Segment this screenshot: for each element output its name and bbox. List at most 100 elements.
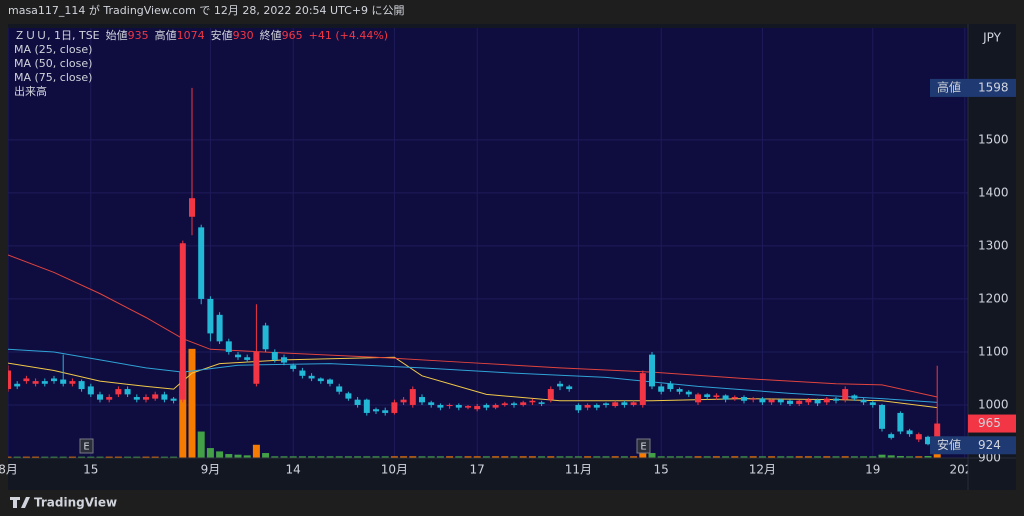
volume-bar (703, 456, 711, 458)
volume-bar (418, 456, 426, 458)
earnings-label: E (83, 442, 89, 453)
volume-bar (712, 456, 720, 458)
candle-body (455, 404, 462, 408)
candle-body (925, 436, 931, 445)
currency: JPY (982, 31, 1002, 45)
volume-bar (676, 456, 684, 458)
volume-bar (133, 456, 141, 458)
candle-body (603, 403, 609, 405)
volume-bar (308, 456, 316, 458)
candle-body (667, 383, 674, 390)
volume-bar (50, 456, 58, 458)
price-tag-box (968, 414, 1016, 433)
candle-body (869, 402, 876, 405)
x-tick-label: 15 (83, 463, 98, 477)
price-tag: 965 (978, 416, 1001, 430)
candle-body (704, 394, 711, 398)
volume-bar (446, 456, 454, 458)
x-tick-label: 12月 (749, 463, 776, 477)
volume-bar (344, 456, 352, 458)
published: masa117_114 が TradingView.com で 12月 28, … (8, 3, 405, 17)
volume-bar (501, 456, 509, 458)
volume-bar (188, 348, 196, 458)
candle-body (796, 400, 803, 404)
x-tick-label: 17 (470, 463, 485, 477)
volume-bar (170, 456, 178, 458)
candle-body (612, 402, 619, 407)
legend-line: ＺＵＵ, 1日, TSE 始値935 高値1074 安値930 終値965 +41 (+4… (14, 28, 388, 42)
earnings-label: E (640, 442, 646, 453)
x-tick-label: 11月 (565, 463, 592, 477)
volume-bar (206, 448, 214, 458)
candle-body (557, 383, 563, 387)
volume-bar (427, 456, 435, 458)
volume-bar (694, 456, 702, 458)
candle-body (198, 227, 205, 299)
x-tick-label: 15 (654, 463, 669, 477)
volume-bar (620, 456, 628, 458)
volume-bar (464, 456, 472, 458)
candle-body (566, 386, 573, 390)
x-tick-label: 10月 (381, 463, 408, 477)
candle-body (658, 386, 665, 392)
candle-body (41, 381, 48, 384)
volume-bar (685, 456, 693, 458)
candle-body (317, 378, 324, 382)
candle-body (244, 357, 251, 360)
volume-bar (565, 456, 573, 458)
candle-body (216, 314, 223, 342)
volume-bar (878, 454, 886, 458)
volume-bar (372, 456, 380, 458)
candle-body (8, 370, 11, 390)
label: 始値 (106, 28, 128, 42)
candle-body (787, 400, 793, 404)
moving-average (8, 356, 938, 409)
candle-body (805, 399, 812, 403)
plot-area (8, 28, 968, 458)
volume-bar (96, 456, 104, 458)
volume-bar (538, 456, 546, 458)
candle-body (281, 357, 287, 363)
volume-bar (298, 456, 306, 458)
moving-average (8, 254, 938, 398)
legend-ma: MA (25, close) (14, 43, 92, 56)
candle-body (906, 430, 913, 435)
candle-body (520, 402, 527, 405)
volume-bar (59, 456, 67, 458)
legend-ma: MA (50, close) (14, 57, 92, 70)
volume-bar (786, 456, 794, 458)
volume-bar (804, 456, 812, 458)
volume-bar (648, 453, 656, 458)
candle-body (23, 378, 30, 382)
candle-body (823, 398, 830, 403)
candle-body (262, 325, 269, 350)
candle-body (676, 389, 683, 392)
volume-bar (22, 456, 30, 458)
volume-bar (482, 456, 490, 458)
y-tick-label: 1000 (978, 397, 1009, 411)
volume-bar (124, 456, 132, 458)
volume-bar (768, 456, 776, 458)
x-tick-label: 8月 (0, 463, 18, 477)
y-tick-label: 1400 (978, 185, 1009, 199)
legend-volume: 出来高 (14, 84, 47, 98)
x-tick-label: 14 (286, 463, 301, 477)
volume-bar (252, 444, 260, 458)
candle-body (51, 378, 57, 382)
volume-bar (611, 456, 619, 458)
price-tag-label: 高値 (937, 79, 961, 94)
candle-body (511, 403, 517, 405)
volume-bar (492, 456, 500, 458)
volume-bar (473, 456, 481, 458)
volume-bar (160, 456, 168, 458)
y-tick-label: 1200 (978, 291, 1009, 305)
volume-bar (887, 455, 895, 458)
candle-body (584, 404, 591, 408)
volume-bar (197, 431, 205, 458)
candle-body (474, 406, 481, 410)
candle-body (290, 365, 297, 369)
volume-bar (666, 456, 674, 458)
volume-bar (114, 456, 122, 458)
candle-body (814, 399, 821, 404)
volume-bar (906, 456, 914, 458)
